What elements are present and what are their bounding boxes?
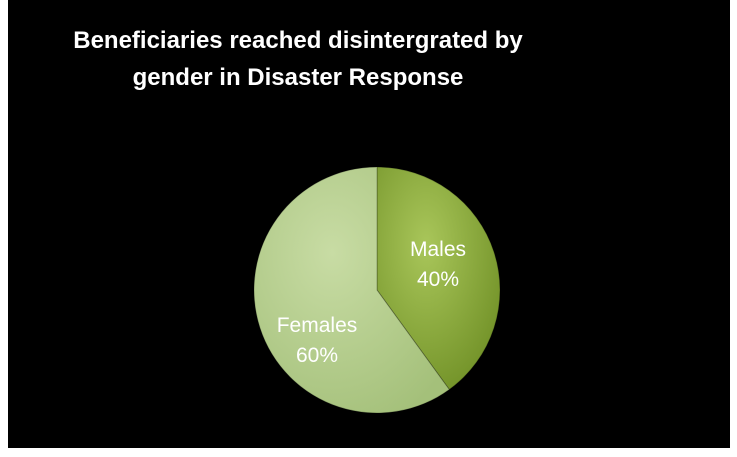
pie-slice-males	[376, 166, 501, 391]
chart-title: Beneficiaries reached disintergrated by …	[73, 27, 523, 91]
chart-frame: Beneficiaries reached disintergrated by …	[8, 0, 730, 448]
slice-label-males: Males	[410, 238, 466, 261]
slice-value-males: 40%	[417, 268, 459, 291]
pie-slice-females	[253, 166, 450, 414]
slice-value-females: 60%	[296, 344, 338, 367]
slice-label-females: Females	[277, 314, 358, 337]
pie-chart: Males 40% Females 60%	[253, 166, 501, 414]
